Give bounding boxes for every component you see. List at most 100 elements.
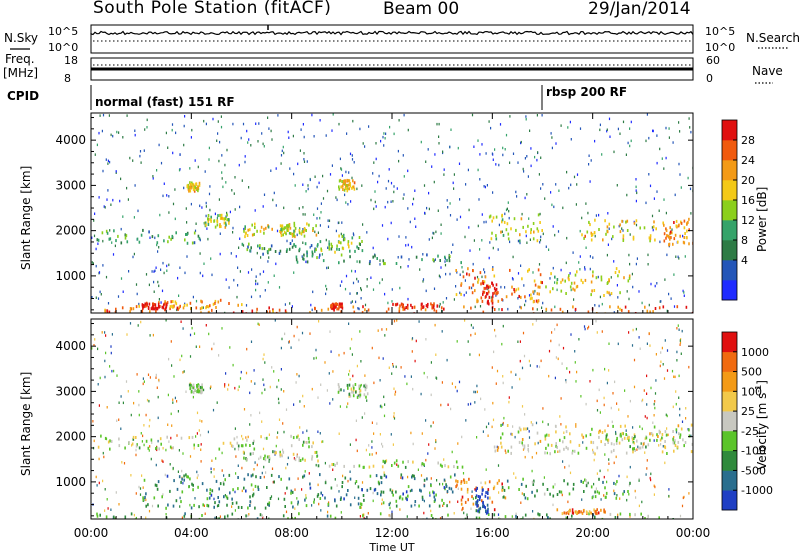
velocity-echo-cell — [475, 496, 477, 500]
velocity-echo-cell — [604, 429, 606, 433]
power-noise-cell — [97, 242, 99, 245]
velocity-noise-cell — [569, 471, 572, 475]
velocity-echo-cell — [406, 498, 408, 502]
power-echo-cell — [400, 255, 403, 259]
velocity-noise-cell — [587, 481, 589, 485]
velocity-echo-cell — [104, 436, 107, 440]
power-echo-cell — [572, 287, 574, 291]
power-echo-cell — [331, 306, 333, 310]
power-noise-cell — [184, 115, 186, 118]
velocity-noise-cell — [138, 485, 140, 489]
velocity-noise-cell — [179, 505, 181, 508]
power-echo-cell — [198, 236, 201, 240]
velocity-echo-cell — [259, 455, 262, 459]
power-noise-cell — [319, 119, 321, 122]
power-noise-cell — [158, 143, 160, 147]
power-echo-cell — [534, 283, 537, 287]
velocity-noise-cell — [473, 390, 475, 394]
velocity-echo-cell — [583, 508, 585, 512]
power-noise-cell — [219, 232, 221, 235]
velocity-echo-cell — [266, 455, 269, 459]
velocity-noise-cell — [296, 453, 298, 456]
power-noise-cell — [540, 156, 542, 159]
velocity-noise-cell — [406, 515, 408, 518]
velocity-echo-cell — [185, 473, 187, 477]
velocity-echo-cell — [288, 477, 291, 481]
velocity-echo-cell — [143, 478, 146, 482]
velocity-noise-cell — [106, 498, 108, 501]
velocity-noise-cell — [149, 445, 151, 448]
velocity-echo-cell — [661, 433, 664, 436]
power-noise-cell — [481, 239, 483, 242]
velocity-noise-cell — [522, 448, 525, 451]
power-echo-cell — [368, 262, 371, 266]
power-echo-cell — [539, 221, 541, 224]
velocity-echo-cell — [132, 437, 135, 441]
power-noise-cell — [98, 271, 101, 274]
velocity-noise-cell — [295, 381, 297, 384]
power-noise-cell — [479, 248, 481, 251]
velocity-noise-cell — [388, 514, 390, 517]
power-echo-cell — [536, 300, 539, 304]
velocity-echo-cell — [472, 502, 475, 506]
power-noise-cell — [428, 207, 430, 211]
velocity-noise-cell — [228, 383, 230, 387]
power-echo-cell — [531, 296, 533, 300]
power-echo-cell — [286, 229, 288, 232]
power-echo-cell — [392, 302, 394, 306]
velocity-echo-cell — [405, 490, 408, 494]
power-noise-cell — [433, 180, 435, 184]
power-echo-cell — [472, 269, 474, 272]
power-noise-cell — [398, 119, 400, 122]
power-noise-cell — [364, 303, 367, 307]
velocity-noise-cell — [268, 517, 270, 519]
power-echo-cell — [654, 307, 657, 310]
power-noise-cell — [608, 117, 611, 121]
xtick-label: 00:00 — [676, 526, 711, 540]
power-echo-cell — [639, 226, 641, 230]
velocity-noise-cell — [191, 326, 193, 330]
velocity-noise-cell — [135, 516, 137, 519]
velocity-noise-cell — [679, 339, 681, 342]
power-echo-cell — [189, 189, 192, 193]
velocity-noise-cell — [231, 505, 233, 508]
power-noise-cell — [381, 278, 383, 281]
power-noise-cell — [302, 213, 304, 216]
velocity-noise-cell — [364, 412, 366, 415]
power-echo-cell — [591, 289, 593, 293]
power-echo-cell — [332, 303, 335, 307]
velocity-noise-cell — [410, 431, 412, 435]
power-noise-cell — [194, 159, 196, 162]
power-noise-cell — [568, 186, 570, 190]
velocity-noise-cell — [514, 435, 516, 439]
velocity-noise-cell — [165, 319, 167, 322]
power-echo-cell — [574, 307, 577, 311]
power-echo-cell — [362, 305, 364, 309]
power-echo-cell — [195, 182, 198, 186]
power-echo-cell — [460, 292, 462, 296]
velocity-echo-cell — [585, 484, 588, 488]
velocity-noise-cell — [679, 413, 681, 417]
velocity-echo-cell — [232, 444, 234, 448]
power-noise-cell — [684, 255, 686, 258]
velocity-noise-cell — [261, 391, 263, 395]
velocity-echo-cell — [421, 497, 424, 501]
velocity-echo-cell — [596, 490, 599, 494]
power-noise-cell — [628, 297, 630, 301]
power-noise-cell — [507, 307, 509, 311]
velocity-noise-cell — [332, 468, 334, 471]
velocity-echo-cell — [99, 513, 101, 517]
power-echo-cell — [466, 272, 468, 276]
power-echo-cell — [528, 268, 530, 272]
velocity-echo-cell — [363, 498, 365, 502]
velocity-noise-cell — [510, 370, 512, 374]
velocity-echo-cell — [197, 485, 199, 489]
velocity-noise-cell — [603, 510, 605, 514]
velocity-noise-cell — [648, 332, 650, 336]
power-echo-cell — [281, 224, 284, 228]
velocity-noise-cell — [582, 441, 584, 444]
power-echo-cell — [259, 244, 261, 248]
velocity-echo-cell — [627, 490, 629, 493]
velocity-noise-cell — [234, 427, 236, 430]
velocity-echo-cell — [453, 465, 455, 469]
